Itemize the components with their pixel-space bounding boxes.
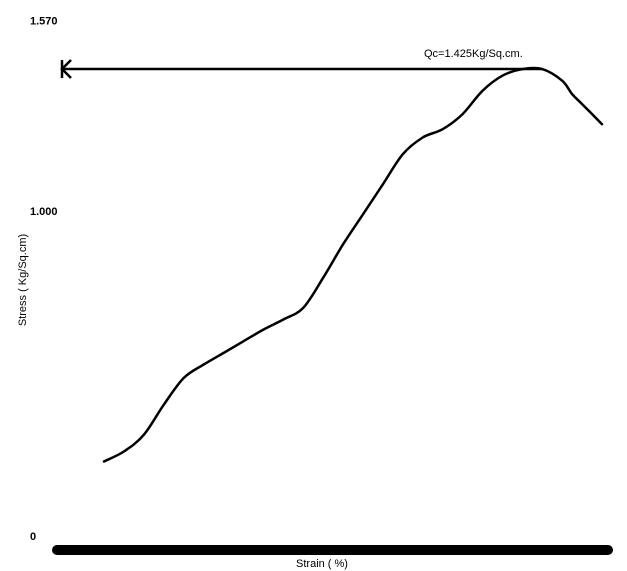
y-axis-label: Stress ( Kg/Sq.cm) xyxy=(17,234,29,326)
stress-strain-curve xyxy=(102,66,604,463)
x-axis-label: Strain ( %) xyxy=(296,558,348,570)
y-tick-label: 1.570 xyxy=(30,16,58,28)
plot-area xyxy=(60,59,604,463)
y-tick-label: 0 xyxy=(30,531,36,543)
y-tick-label: 1.000 xyxy=(30,206,58,218)
x-axis-bar xyxy=(52,545,613,555)
qc-annotation: Qc=1.425Kg/Sq.cm. xyxy=(424,48,523,60)
y-axis-ticks: 1.570 1.000 0 xyxy=(30,16,58,543)
